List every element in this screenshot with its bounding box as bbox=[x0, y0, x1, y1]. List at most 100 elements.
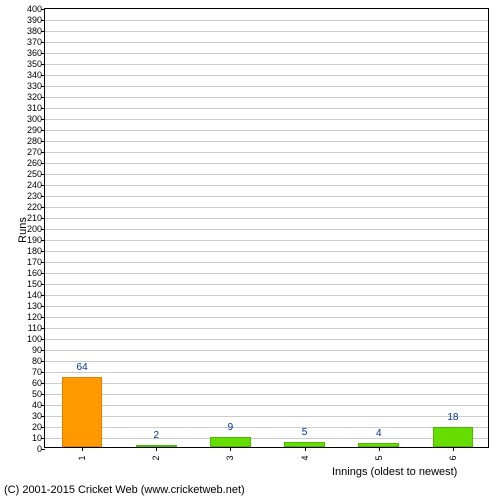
y-tick-label: 100 bbox=[27, 334, 42, 344]
y-tick-label: 300 bbox=[27, 114, 42, 124]
grid-line bbox=[45, 394, 488, 395]
grid-line bbox=[45, 372, 488, 373]
x-tick-label: 4 bbox=[300, 455, 310, 460]
y-tick-label: 340 bbox=[27, 70, 42, 80]
bar-value-label: 4 bbox=[376, 428, 382, 439]
y-tick-label: 240 bbox=[27, 180, 42, 190]
y-tick-label: 260 bbox=[27, 158, 42, 168]
grid-line bbox=[45, 416, 488, 417]
y-tick-label: 230 bbox=[27, 191, 42, 201]
bar bbox=[433, 427, 474, 447]
y-tick-label: 60 bbox=[32, 378, 42, 388]
y-tick-label: 170 bbox=[27, 257, 42, 267]
grid-line bbox=[45, 317, 488, 318]
grid-line bbox=[45, 240, 488, 241]
x-tick-label: 5 bbox=[374, 455, 384, 460]
y-tick-label: 50 bbox=[32, 389, 42, 399]
y-tick-label: 190 bbox=[27, 235, 42, 245]
y-tick-label: 20 bbox=[32, 422, 42, 432]
grid-line bbox=[45, 383, 488, 384]
y-tick-label: 320 bbox=[27, 92, 42, 102]
grid-line bbox=[45, 438, 488, 439]
grid-line bbox=[45, 42, 488, 43]
y-tick-label: 200 bbox=[27, 224, 42, 234]
y-tick-label: 310 bbox=[27, 103, 42, 113]
y-axis-title: Runs bbox=[17, 217, 29, 243]
y-tick-label: 40 bbox=[32, 400, 42, 410]
x-axis-title: Innings (oldest to newest) bbox=[332, 466, 457, 478]
x-tick-label: 3 bbox=[225, 455, 235, 460]
bar-value-label: 18 bbox=[447, 412, 458, 423]
copyright-footer: (C) 2001-2015 Cricket Web (www.cricketwe… bbox=[4, 484, 245, 496]
x-tick-mark bbox=[230, 447, 231, 451]
grid-line bbox=[45, 328, 488, 329]
x-tick-label: 6 bbox=[448, 455, 458, 460]
y-tick-label: 30 bbox=[32, 411, 42, 421]
x-tick-mark bbox=[156, 447, 157, 451]
grid-line bbox=[45, 86, 488, 87]
y-tick-label: 270 bbox=[27, 147, 42, 157]
grid-line bbox=[45, 97, 488, 98]
grid-line bbox=[45, 185, 488, 186]
grid-line bbox=[45, 152, 488, 153]
grid-line bbox=[45, 273, 488, 274]
y-tick-label: 150 bbox=[27, 279, 42, 289]
y-tick-label: 10 bbox=[32, 433, 42, 443]
x-tick-label: 1 bbox=[77, 455, 87, 460]
x-tick-mark bbox=[305, 447, 306, 451]
grid-line bbox=[45, 229, 488, 230]
grid-line bbox=[45, 427, 488, 428]
grid-line bbox=[45, 196, 488, 197]
bar-value-label: 2 bbox=[153, 430, 159, 441]
y-tick-label: 120 bbox=[27, 312, 42, 322]
y-tick-label: 390 bbox=[27, 15, 42, 25]
grid-line bbox=[45, 218, 488, 219]
grid-line bbox=[45, 295, 488, 296]
x-tick-label: 2 bbox=[151, 455, 161, 460]
chart-container: 0102030405060708090100110120130140150160… bbox=[0, 0, 500, 500]
grid-line bbox=[45, 361, 488, 362]
y-tick-label: 140 bbox=[27, 290, 42, 300]
y-tick-label: 220 bbox=[27, 202, 42, 212]
y-tick-label: 350 bbox=[27, 59, 42, 69]
y-tick-label: 110 bbox=[28, 323, 42, 333]
y-tick-label: 210 bbox=[27, 213, 42, 223]
grid-line bbox=[45, 207, 488, 208]
plot-area: 0102030405060708090100110120130140150160… bbox=[44, 8, 489, 448]
bar-value-label: 64 bbox=[77, 362, 88, 373]
grid-line bbox=[45, 306, 488, 307]
y-tick-label: 180 bbox=[27, 246, 42, 256]
y-tick-label: 70 bbox=[32, 367, 42, 377]
grid-line bbox=[45, 262, 488, 263]
grid-line bbox=[45, 163, 488, 164]
bar-value-label: 9 bbox=[228, 422, 234, 433]
grid-line bbox=[45, 405, 488, 406]
y-tick-label: 90 bbox=[32, 345, 42, 355]
grid-line bbox=[45, 339, 488, 340]
y-tick-label: 380 bbox=[27, 26, 42, 36]
grid-line bbox=[45, 130, 488, 131]
y-tick-label: 370 bbox=[27, 37, 42, 47]
grid-line bbox=[45, 64, 488, 65]
bar bbox=[62, 377, 103, 447]
y-tick-label: 130 bbox=[27, 301, 42, 311]
y-tick-label: 280 bbox=[27, 136, 42, 146]
grid-line bbox=[45, 108, 488, 109]
y-tick-label: 360 bbox=[27, 48, 42, 58]
y-tick-label: 330 bbox=[27, 81, 42, 91]
grid-line bbox=[45, 75, 488, 76]
x-tick-mark bbox=[453, 447, 454, 451]
x-tick-mark bbox=[82, 447, 83, 451]
grid-line bbox=[45, 53, 488, 54]
y-tick-label: 80 bbox=[32, 356, 42, 366]
grid-line bbox=[45, 251, 488, 252]
y-tick-label: 290 bbox=[27, 125, 42, 135]
y-tick-label: 400 bbox=[27, 4, 42, 14]
grid-line bbox=[45, 20, 488, 21]
y-tick-label: 0 bbox=[37, 444, 42, 454]
bar-value-label: 5 bbox=[302, 427, 308, 438]
grid-line bbox=[45, 284, 488, 285]
grid-line bbox=[45, 31, 488, 32]
grid-line bbox=[45, 350, 488, 351]
bar bbox=[210, 437, 251, 447]
